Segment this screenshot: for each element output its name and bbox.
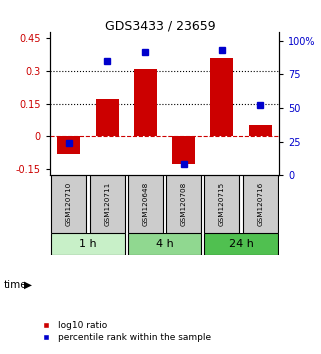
Bar — [134, 69, 157, 136]
Bar — [204, 175, 239, 233]
Bar — [128, 233, 201, 255]
Bar — [211, 58, 233, 136]
Text: time: time — [3, 280, 27, 290]
Bar — [90, 175, 125, 233]
Bar — [243, 175, 278, 233]
Bar — [128, 175, 163, 233]
Text: ▶: ▶ — [24, 280, 32, 290]
Bar — [166, 175, 201, 233]
Text: GSM120648: GSM120648 — [143, 182, 148, 226]
Text: GSM120716: GSM120716 — [257, 182, 263, 226]
Legend: log10 ratio, percentile rank within the sample: log10 ratio, percentile rank within the … — [33, 317, 214, 346]
Bar — [204, 233, 278, 255]
Bar — [51, 233, 125, 255]
Text: GSM120711: GSM120711 — [104, 182, 110, 226]
Text: 4 h: 4 h — [156, 239, 173, 249]
Bar — [57, 136, 80, 154]
Text: 1 h: 1 h — [79, 239, 97, 249]
Text: 24 h: 24 h — [229, 239, 254, 249]
Text: GDS3433 / 23659: GDS3433 / 23659 — [105, 19, 216, 33]
Text: GSM120708: GSM120708 — [181, 182, 187, 226]
Bar — [172, 136, 195, 164]
Bar — [96, 99, 119, 136]
Bar — [249, 125, 272, 136]
Bar — [51, 175, 86, 233]
Text: GSM120715: GSM120715 — [219, 182, 225, 226]
Text: GSM120710: GSM120710 — [66, 182, 72, 226]
